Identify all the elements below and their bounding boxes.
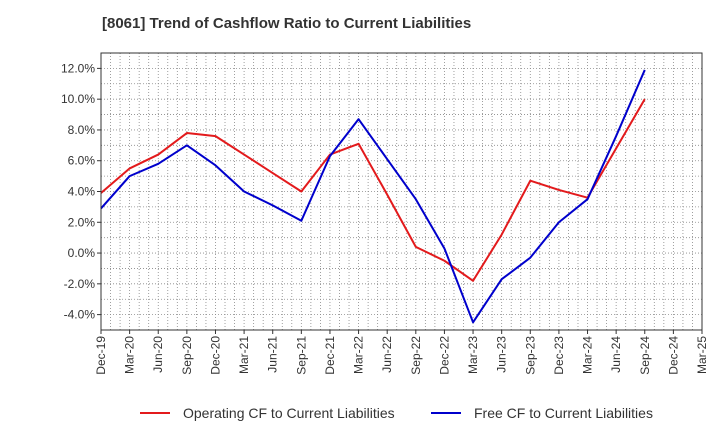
x-tick-label: Mar-23 — [466, 336, 480, 374]
x-tick-label: Mar-25 — [695, 336, 709, 374]
legend-item-operating-cf: Operating CF to Current Liabilities — [140, 405, 395, 421]
x-tick-label: Sep-22 — [409, 336, 423, 375]
series-line-1 — [100, 69, 646, 324]
legend-label-free-cf: Free CF to Current Liabilities — [474, 405, 653, 421]
legend-swatch-operating-cf — [140, 412, 170, 414]
x-tick-label: Dec-21 — [323, 336, 337, 375]
y-tick-label: 8.0% — [68, 123, 96, 137]
y-tick-label: -2.0% — [64, 277, 96, 291]
y-tick-label: 4.0% — [68, 185, 96, 199]
x-tick-label: Jun-22 — [380, 336, 394, 373]
x-tick-label: Jun-21 — [266, 336, 280, 373]
x-tick-label: Mar-24 — [581, 336, 595, 374]
x-tick-label: Mar-20 — [123, 336, 137, 374]
y-tick-label: -4.0% — [64, 308, 96, 322]
chart-title: [8061] Trend of Cashflow Ratio to Curren… — [102, 15, 472, 32]
legend-swatch-free-cf — [431, 412, 461, 414]
x-tick-label: Dec-23 — [552, 336, 566, 375]
x-tick-label: Jun-24 — [609, 336, 623, 373]
legend-item-free-cf: Free CF to Current Liabilities — [431, 405, 653, 421]
y-tick-label: 0.0% — [68, 246, 96, 260]
x-tick-label: Jun-23 — [495, 336, 509, 373]
x-tick-label: Mar-22 — [352, 336, 366, 374]
y-tick-label: 2.0% — [68, 215, 96, 229]
x-tick-label: Dec-20 — [208, 336, 222, 375]
y-tick-label: 6.0% — [68, 154, 96, 168]
x-tick-label: Jun-20 — [151, 336, 165, 373]
y-tick-label: 12.0% — [61, 61, 95, 75]
x-tick-label: Dec-24 — [666, 336, 680, 375]
x-tick-label: Dec-19 — [94, 336, 108, 375]
x-tick-label: Dec-22 — [437, 336, 451, 375]
y-tick-label: 10.0% — [61, 92, 95, 106]
x-tick-label: Sep-21 — [294, 336, 308, 375]
x-tick-label: Sep-23 — [523, 336, 537, 375]
x-tick-label: Sep-24 — [638, 336, 652, 375]
x-tick-label: Sep-20 — [180, 336, 194, 375]
series-line-0 — [100, 98, 646, 282]
x-tick-label: Mar-21 — [237, 336, 251, 374]
legend-label-operating-cf: Operating CF to Current Liabilities — [183, 405, 395, 421]
